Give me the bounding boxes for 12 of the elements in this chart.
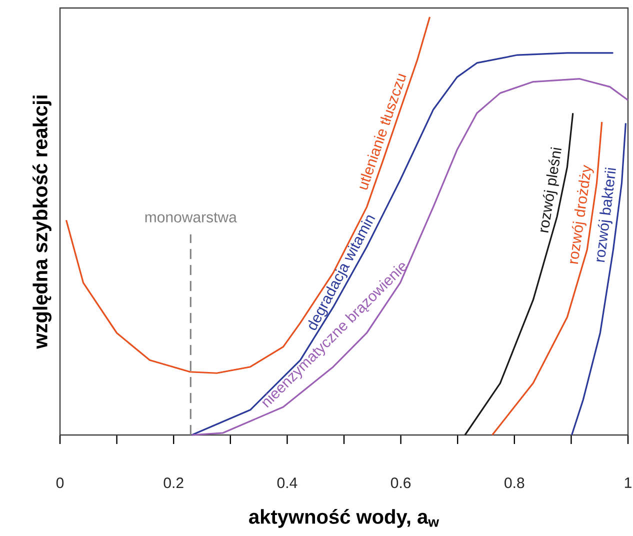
x-tick-label: 0.8 — [504, 478, 524, 488]
x-tick-label: 1 — [624, 478, 632, 488]
ref-line-label: monowarstwa — [145, 212, 237, 222]
x-tick-label: 0.2 — [164, 478, 184, 488]
y-axis-title: względna szybkość reakcji — [32, 96, 52, 349]
x-tick-label: 0.6 — [390, 478, 411, 488]
text: rozwój bakterii — [596, 168, 616, 262]
x-tick-label: 0 — [56, 478, 64, 488]
x-tick-label: 0.4 — [277, 478, 298, 488]
text: rozwój drożdży — [570, 164, 594, 264]
x-axis-title: aktywność wody, a$_{w}$ — [249, 509, 440, 528]
text: rozwój pleśni — [540, 147, 562, 233]
